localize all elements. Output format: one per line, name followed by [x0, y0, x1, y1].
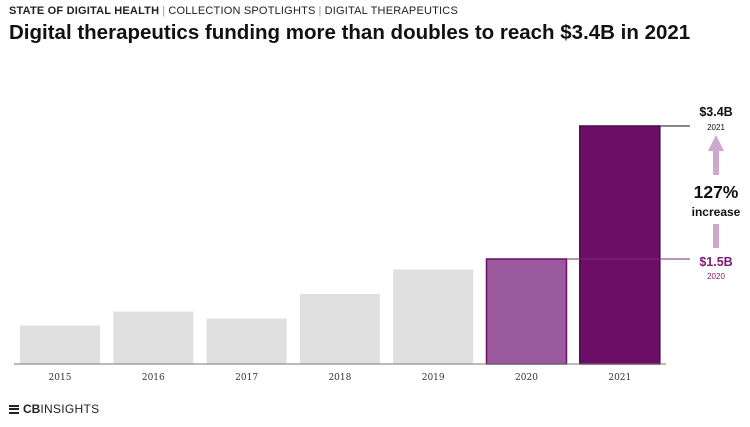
- annotation-increase-word: increase: [692, 205, 741, 219]
- x-tick-label: 2020: [515, 373, 538, 383]
- bar-2021: [579, 125, 661, 365]
- chart-title: Digital therapeutics funding more than d…: [9, 21, 691, 44]
- breadcrumb-separator: |: [318, 5, 322, 17]
- arrow-shaft-bottom: [713, 224, 719, 248]
- annotation-bottom-year: 2020: [707, 272, 725, 281]
- logo-text-insights: INSIGHTS: [40, 402, 100, 416]
- bar-2016: [113, 311, 194, 364]
- annotation-top-value: $3.4B: [699, 105, 732, 119]
- logo-text-cb: CB: [23, 402, 41, 416]
- annotation-increase-pct: 127%: [694, 182, 739, 202]
- annotation-top-year: 2021: [707, 123, 725, 132]
- breadcrumb-collection: COLLECTION SPOTLIGHTS: [168, 5, 316, 17]
- breadcrumb: STATE OF DIGITAL HEALTH | COLLECTION SPOTL…: [9, 5, 458, 17]
- x-tick-label: 2016: [142, 373, 165, 383]
- bar-2015: [20, 325, 100, 364]
- bar-2018: [299, 294, 380, 364]
- bar-2019: [393, 269, 474, 364]
- x-tick-label: 2021: [608, 373, 631, 383]
- cbinsights-logo-icon: [9, 404, 19, 414]
- x-tick-label: 2017: [235, 373, 258, 383]
- breadcrumb-section: STATE OF DIGITAL HEALTH: [9, 5, 160, 17]
- bar-2020: [485, 258, 568, 365]
- x-tick-label: 2015: [49, 373, 72, 383]
- cbinsights-logo: CB INSIGHTS: [9, 402, 99, 416]
- bar-2017: [206, 318, 287, 364]
- breadcrumb-topic: DIGITAL THERAPEUTICS: [324, 5, 458, 17]
- x-tick-label: 2018: [328, 373, 351, 383]
- annotation-bottom-value: $1.5B: [699, 255, 732, 269]
- breadcrumb-separator: |: [162, 5, 166, 17]
- arrow-shaft-top: [713, 151, 719, 175]
- x-tick-label: 2019: [422, 373, 445, 383]
- arrow-up-icon: [708, 135, 724, 151]
